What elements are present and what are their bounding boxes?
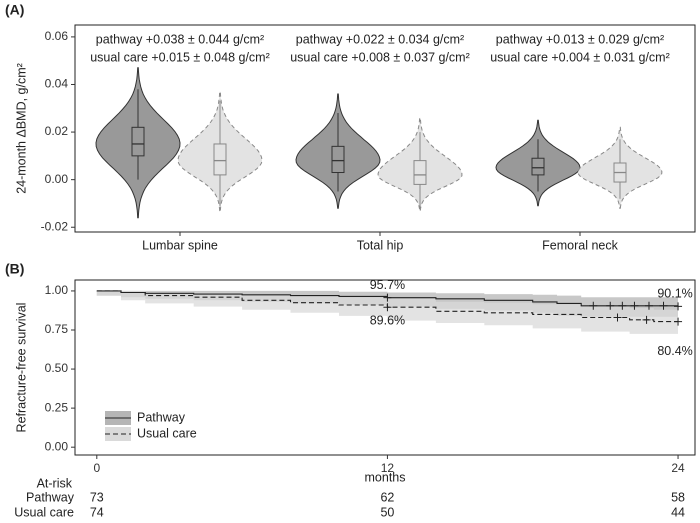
risk-count: 58 bbox=[671, 490, 685, 504]
y-tick-label: -0.02 bbox=[41, 219, 69, 233]
plot-frame bbox=[74, 279, 696, 456]
legend-label: Pathway bbox=[137, 410, 186, 424]
x-tick-label: 12 bbox=[381, 461, 395, 475]
x-tick-label: 0 bbox=[93, 461, 100, 475]
censor-mark bbox=[642, 315, 651, 324]
box bbox=[413, 160, 427, 185]
risk-count: 73 bbox=[90, 490, 104, 504]
annotation: pathway +0.013 ± 0.029 g/cm² bbox=[496, 32, 664, 46]
landmark-label: 89.6% bbox=[370, 313, 405, 327]
landmark-label: 90.1% bbox=[657, 287, 692, 301]
risk-count: 44 bbox=[671, 505, 685, 519]
landmark-label: 95.7% bbox=[370, 278, 405, 292]
box bbox=[331, 145, 345, 174]
x-tick-label: Femoral neck bbox=[542, 238, 618, 252]
box bbox=[531, 157, 545, 176]
risk-count: 50 bbox=[380, 505, 394, 519]
y-tick-label: 0.00 bbox=[45, 172, 69, 186]
landmark-label: 80.4% bbox=[657, 344, 692, 358]
y-tick-label: 0.06 bbox=[45, 29, 69, 43]
annotation: usual care +0.008 ± 0.037 g/cm² bbox=[290, 50, 470, 64]
y-tick-label: 0.00 bbox=[45, 439, 69, 453]
y-tick-label: 0.02 bbox=[45, 124, 69, 138]
censor-mark bbox=[606, 301, 615, 310]
y-tick-label: 0.50 bbox=[45, 361, 69, 375]
panel-label: (B) bbox=[5, 261, 24, 277]
box bbox=[213, 143, 227, 176]
x-tick-label: 24 bbox=[671, 461, 685, 475]
annotation: pathway +0.022 ± 0.034 g/cm² bbox=[296, 32, 464, 46]
censor-mark bbox=[589, 301, 598, 310]
y-tick-label: 1.00 bbox=[45, 283, 69, 297]
censor-mark bbox=[383, 293, 392, 302]
x-axis-label: months bbox=[365, 470, 406, 484]
panel-label: (A) bbox=[5, 2, 24, 18]
risk-count: 62 bbox=[380, 490, 394, 504]
censor-mark bbox=[630, 301, 639, 310]
censor-mark bbox=[618, 301, 627, 310]
annotation: usual care +0.015 ± 0.048 g/cm² bbox=[90, 50, 270, 64]
censor-mark bbox=[659, 301, 668, 310]
x-tick-label: Total hip bbox=[357, 238, 404, 252]
risk-title: At-risk bbox=[37, 476, 73, 490]
legend-label: Usual care bbox=[137, 426, 197, 440]
censor-mark bbox=[644, 301, 653, 310]
censor-mark bbox=[613, 313, 622, 322]
risk-row-name: Pathway bbox=[26, 490, 75, 504]
y-axis-label: Refracture-free survival bbox=[14, 303, 28, 433]
risk-count: 74 bbox=[90, 505, 104, 519]
censor-mark bbox=[674, 302, 683, 311]
censor-mark bbox=[674, 317, 683, 326]
risk-row-name: Usual care bbox=[14, 505, 74, 519]
box bbox=[131, 126, 145, 157]
confidence-band bbox=[96, 290, 679, 334]
annotation: usual care +0.004 ± 0.031 g/cm² bbox=[490, 50, 670, 64]
y-tick-label: 0.04 bbox=[45, 77, 69, 91]
x-tick-label: Lumbar spine bbox=[142, 238, 218, 252]
y-axis-label: 24-month ΔBMD, g/cm² bbox=[14, 63, 28, 194]
y-tick-label: 0.25 bbox=[45, 400, 69, 414]
annotation: pathway +0.038 ± 0.044 g/cm² bbox=[96, 32, 264, 46]
plot-frame bbox=[74, 24, 696, 233]
censor-mark bbox=[383, 303, 392, 312]
y-tick-label: 0.75 bbox=[45, 322, 69, 336]
